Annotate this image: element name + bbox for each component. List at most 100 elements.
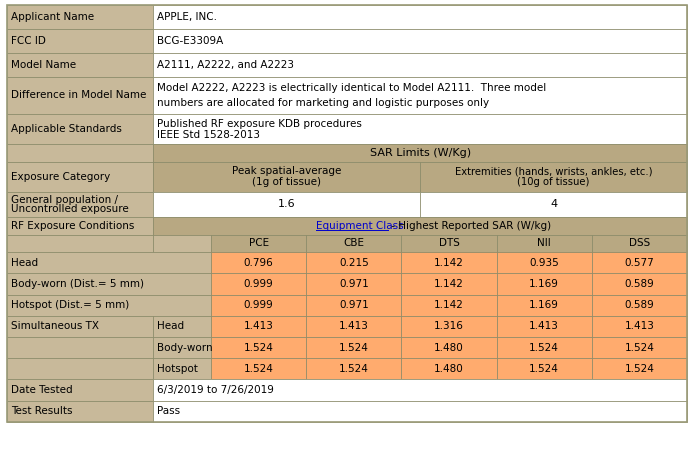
Bar (401, 358, 497, 379)
Text: Model A2222, A2223 is electrically identical to Model A2111.  Three model: Model A2222, A2223 is electrically ident… (158, 83, 547, 93)
Text: Body-worn (Dist.= 5 mm): Body-worn (Dist.= 5 mm) (11, 279, 144, 289)
Text: Date Tested: Date Tested (11, 385, 73, 395)
Bar (401, 235, 497, 252)
Text: 1.142: 1.142 (434, 279, 464, 289)
Text: 0.589: 0.589 (625, 279, 654, 289)
Text: Published RF exposure KDB procedures: Published RF exposure KDB procedures (158, 118, 362, 129)
Bar (153, 53, 687, 77)
Text: 1.6: 1.6 (278, 200, 296, 209)
Bar (401, 337, 497, 358)
Text: 1.413: 1.413 (625, 321, 654, 331)
Text: 1.524: 1.524 (339, 343, 369, 353)
Bar (153, 316, 211, 337)
Text: 4: 4 (550, 200, 557, 209)
Text: 1.524: 1.524 (625, 364, 654, 374)
Bar (211, 316, 306, 337)
Text: Head: Head (158, 321, 185, 331)
Bar (420, 162, 687, 192)
Bar (153, 401, 687, 422)
Bar (7, 295, 211, 316)
Bar (592, 358, 687, 379)
Bar (497, 316, 592, 337)
Text: 0.935: 0.935 (530, 258, 559, 268)
Text: Exposure Category: Exposure Category (11, 172, 110, 182)
Bar (153, 217, 687, 235)
Bar (211, 337, 306, 358)
Bar (7, 5, 153, 29)
Text: SAR Limits (W/Kg): SAR Limits (W/Kg) (369, 148, 471, 158)
Text: 1.316: 1.316 (434, 321, 464, 331)
Text: Applicant Name: Applicant Name (11, 12, 94, 22)
Text: Hotspot: Hotspot (158, 364, 198, 374)
Text: RF Exposure Conditions: RF Exposure Conditions (11, 221, 135, 231)
Bar (153, 114, 687, 144)
Text: NII: NII (537, 238, 551, 248)
Text: 0.971: 0.971 (339, 279, 369, 289)
Bar (211, 273, 306, 295)
Bar (7, 53, 153, 77)
Text: Applicable Standards: Applicable Standards (11, 124, 122, 134)
Bar (401, 273, 497, 295)
Bar (497, 273, 592, 295)
Text: BCG-E3309A: BCG-E3309A (158, 35, 223, 46)
Text: 0.999: 0.999 (244, 279, 273, 289)
Bar (592, 295, 687, 316)
Text: Equipment Class - Highest Reported SAR (W/kg): Equipment Class - Highest Reported SAR (… (295, 221, 545, 231)
Text: (10g of tissue): (10g of tissue) (518, 177, 590, 188)
Text: DTS: DTS (439, 238, 459, 248)
Text: 0.577: 0.577 (625, 258, 654, 268)
Bar (497, 252, 592, 273)
Bar (7, 273, 211, 295)
Text: Body-worn: Body-worn (158, 343, 213, 353)
Text: 1.413: 1.413 (244, 321, 273, 331)
Text: 1.169: 1.169 (530, 300, 559, 310)
Text: 1.524: 1.524 (530, 343, 559, 353)
Text: Hotspot (Dist.= 5 mm): Hotspot (Dist.= 5 mm) (11, 300, 129, 310)
Bar (592, 316, 687, 337)
Text: PCE: PCE (248, 238, 269, 248)
Text: 1.480: 1.480 (434, 364, 464, 374)
Text: DSS: DSS (629, 238, 650, 248)
Bar (7, 235, 153, 252)
Text: 6/3/2019 to 7/26/2019: 6/3/2019 to 7/26/2019 (158, 385, 274, 395)
Bar (497, 358, 592, 379)
Text: FCC ID: FCC ID (11, 35, 46, 46)
Text: Head: Head (11, 258, 38, 268)
Text: 0.215: 0.215 (339, 258, 369, 268)
Text: Model Name: Model Name (11, 59, 76, 70)
Text: Uncontrolled exposure: Uncontrolled exposure (11, 204, 129, 214)
Bar (306, 316, 401, 337)
Bar (7, 192, 153, 217)
Bar (7, 252, 211, 273)
Bar (7, 144, 153, 162)
Text: 0.589: 0.589 (625, 300, 654, 310)
Bar (211, 358, 306, 379)
Text: 1.524: 1.524 (339, 364, 369, 374)
Bar (401, 252, 497, 273)
Bar (401, 295, 497, 316)
Bar (153, 29, 687, 53)
Bar (401, 316, 497, 337)
Bar (7, 114, 153, 144)
Bar (306, 295, 401, 316)
Bar (153, 379, 687, 401)
Bar (420, 192, 687, 217)
Text: (1g of tissue): (1g of tissue) (252, 177, 321, 188)
Bar (7, 337, 153, 358)
Text: 1.480: 1.480 (434, 343, 464, 353)
Bar (153, 77, 687, 114)
Text: A2111, A2222, and A2223: A2111, A2222, and A2223 (158, 59, 294, 70)
Text: Difference in Model Name: Difference in Model Name (11, 90, 146, 100)
Bar (306, 337, 401, 358)
Text: Equipment Class: Equipment Class (316, 221, 404, 231)
Text: 1.413: 1.413 (530, 321, 559, 331)
Bar (7, 162, 153, 192)
Text: Simultaneous TX: Simultaneous TX (11, 321, 99, 331)
Text: Peak spatial-average: Peak spatial-average (232, 166, 341, 176)
Bar (211, 235, 306, 252)
Bar (306, 273, 401, 295)
Bar (592, 252, 687, 273)
Bar (153, 337, 211, 358)
Bar (153, 5, 687, 29)
Text: APPLE, INC.: APPLE, INC. (158, 12, 217, 22)
